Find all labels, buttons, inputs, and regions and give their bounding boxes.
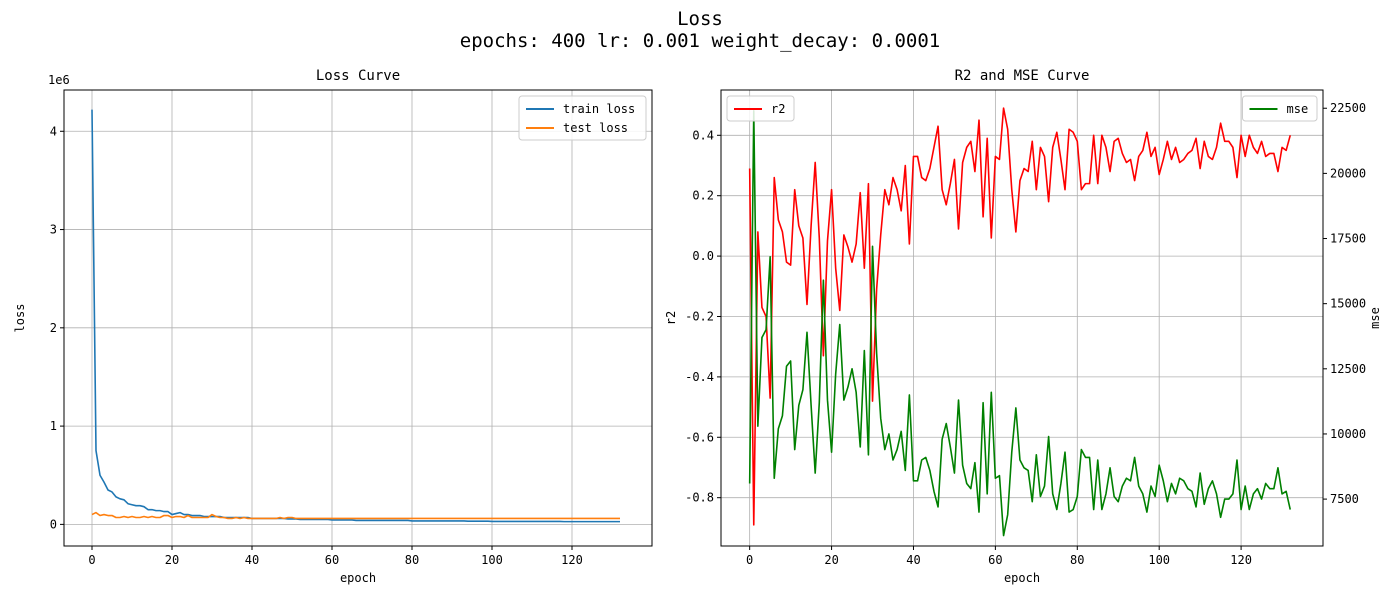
- y-tick-label: 1: [50, 419, 57, 433]
- x-tick-label: 100: [481, 553, 503, 567]
- mse-tick-label: 20000: [1330, 166, 1366, 180]
- mse-tick-label: 15000: [1330, 297, 1366, 311]
- legend-label: test loss: [563, 121, 628, 135]
- x-tick-label: 120: [1230, 553, 1252, 567]
- x-tick-label: 0: [746, 553, 753, 567]
- loss-y-offset-label: 1e6: [48, 73, 70, 87]
- loss-y-axis-label: loss: [13, 304, 27, 333]
- x-tick-label: 60: [325, 553, 339, 567]
- legend-box: [1242, 95, 1318, 122]
- x-tick-label: 80: [1070, 553, 1084, 567]
- r2-mse-x-axis-label: epoch: [1004, 571, 1040, 585]
- legend-label: train loss: [563, 102, 635, 116]
- x-tick-label: 80: [405, 553, 419, 567]
- y-tick-label: 0: [50, 517, 57, 531]
- mse-tick-label: 17500: [1330, 232, 1366, 246]
- x-tick-label: 120: [561, 553, 583, 567]
- loss-plot-frame: [63, 89, 653, 547]
- r2-mse-series: [748, 107, 1292, 537]
- legend-label: r2: [771, 102, 785, 116]
- loss-chart-title: Loss Curve: [316, 68, 400, 84]
- x-tick-label: 0: [88, 553, 95, 567]
- y-tick-label: -0.6: [685, 430, 714, 444]
- r2-mse-plot-frame: [720, 89, 1324, 547]
- x-tick-label: 20: [165, 553, 179, 567]
- x-tick-label: 20: [824, 553, 838, 567]
- line-test-loss: [91, 511, 620, 520]
- mse-y-axis-label: mse: [1368, 307, 1382, 329]
- y-tick-label: 3: [50, 223, 57, 237]
- r2-mse-chart: 0 20 40 60 80 100 120 -0.8 -0.6 -0.4 -0.2 0.0 0.2 0.…: [664, 68, 1382, 585]
- loss-y-ticks: 0 1 2 3 4: [50, 124, 64, 531]
- r2-mse-chart-title: R2 and MSE Curve: [955, 68, 1090, 84]
- mse-tick-label: 12500: [1330, 362, 1366, 376]
- y-tick-label: 0.4: [692, 128, 714, 142]
- y-tick-label: 0.0: [692, 249, 714, 263]
- x-tick-label: 60: [988, 553, 1002, 567]
- x-tick-label: 40: [906, 553, 920, 567]
- r2-y-axis-label: r2: [664, 311, 678, 325]
- mse-legend: mse: [1242, 95, 1318, 122]
- figure-title: Loss: [677, 8, 723, 30]
- r2-mse-grid: [721, 90, 1323, 546]
- x-tick-label: 40: [245, 553, 259, 567]
- loss-x-ticks: 0 20 40 60 80 100 120: [88, 546, 583, 567]
- y-tick-label: -0.4: [685, 370, 714, 384]
- mse-tick-label: 7500: [1330, 492, 1359, 506]
- y-tick-label: 2: [50, 321, 57, 335]
- y-tick-label: 0.2: [692, 189, 714, 203]
- mse-tick-label: 22500: [1330, 101, 1366, 115]
- line-mse: [748, 110, 1292, 537]
- loss-grid: [64, 90, 652, 546]
- mse-tick-label: 10000: [1330, 427, 1366, 441]
- x-tick-label: 100: [1148, 553, 1170, 567]
- line-r2: [748, 107, 1292, 526]
- loss-series: [91, 109, 620, 523]
- loss-x-axis-label: epoch: [340, 571, 376, 585]
- y-tick-label: 4: [50, 124, 57, 138]
- mse-y-ticks: 7500 10000 12500 15000 17500 20000 22500: [1323, 101, 1366, 506]
- line-train-loss: [91, 109, 620, 523]
- r2-y-ticks: -0.8 -0.6 -0.4 -0.2 0.0 0.2 0.4: [685, 128, 721, 505]
- r2-legend: r2: [726, 95, 795, 122]
- figure-subtitle: epochs: 400 lr: 0.001 weight_decay: 0.00…: [459, 30, 941, 52]
- loss-chart: 0 20 40 60 80 100 120 0 1 2 3 4 Loss Curve epoch l…: [13, 68, 653, 585]
- y-tick-label: -0.8: [685, 491, 714, 505]
- loss-legend: train loss test loss: [518, 95, 647, 141]
- y-tick-label: -0.2: [685, 309, 714, 323]
- r2-mse-x-ticks: 0 20 40 60 80 100 120: [746, 546, 1252, 567]
- legend-label: mse: [1287, 102, 1309, 116]
